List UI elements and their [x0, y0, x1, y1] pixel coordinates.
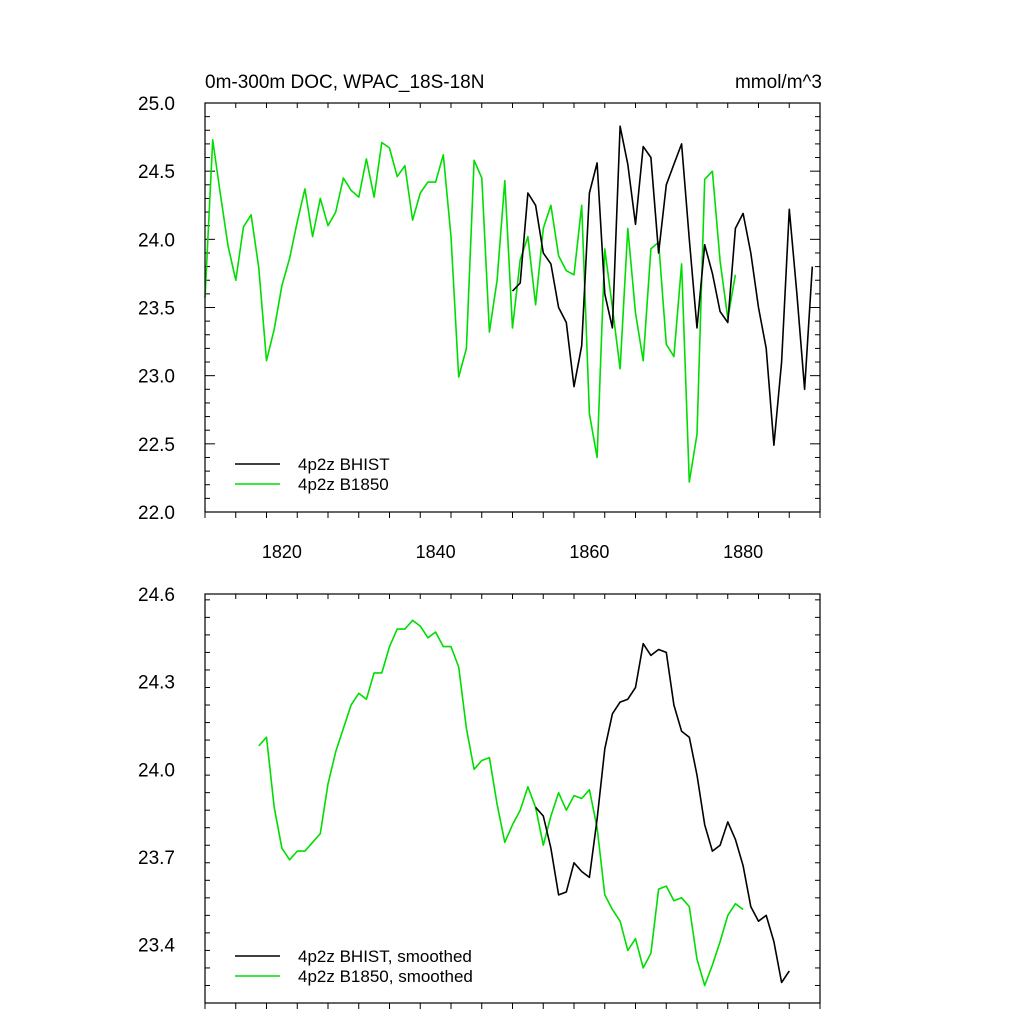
x-tick-label: 1860 — [569, 542, 609, 562]
series-group — [204, 125, 814, 483]
y-tick-label: 23.7 — [138, 848, 175, 869]
top-panel: 0m-300m DOC, WPAC_18S-18N mmol/m^3 1820 1… — [138, 72, 822, 562]
y-tick-label: 24.5 — [138, 162, 175, 183]
y-tick-label: 24.6 — [138, 585, 175, 606]
series-line-4p2z-bhist-smoothed — [535, 642, 790, 984]
y-tick-label: 24.0 — [138, 230, 175, 251]
y-tick-label: 22.5 — [138, 435, 175, 456]
series-line-4p2z-b1850-smoothed — [258, 619, 744, 987]
legend-label: 4p2z B1850 — [298, 475, 389, 494]
chart-title: 0m-300m DOC, WPAC_18S-18N — [205, 72, 484, 93]
y-tick-label: 24.3 — [138, 673, 175, 694]
series-line-4p2z-b1850 — [204, 139, 737, 483]
plot-frame — [204, 102, 821, 513]
x-tick-label: 1880 — [723, 542, 763, 562]
series-line-4p2z-bhist — [511, 125, 814, 447]
y-tick-label: 22.0 — [138, 503, 175, 524]
x-tick-label: 1820 — [262, 542, 302, 562]
legend-label: 4p2z B1850, smoothed — [298, 967, 473, 986]
y-tick-label: 23.4 — [138, 936, 175, 957]
y-tick-label: 23.0 — [138, 367, 175, 388]
plot-frame — [204, 593, 821, 1004]
y-tick-label: 25.0 — [138, 94, 175, 115]
y-tick-label: 24.0 — [138, 760, 175, 781]
axis-ticks: 23.4 23.7 24.0 24.3 24.6 — [138, 585, 821, 1009]
bottom-panel: 23.4 23.7 24.0 24.3 24.6 4p2z BHIST, smoothe… — [138, 585, 821, 1009]
legend-label: 4p2z BHIST, smoothed — [298, 947, 472, 966]
x-tick-label: 1840 — [416, 542, 456, 562]
units-label: mmol/m^3 — [735, 72, 822, 93]
legend-label: 4p2z BHIST — [298, 455, 390, 474]
axis-ticks: 1820 1840 1860 1880 22.0 22.5 23.0 23.5 24.0 24.5… — [138, 94, 821, 562]
y-tick-label: 23.5 — [138, 299, 175, 320]
series-group — [258, 619, 790, 987]
